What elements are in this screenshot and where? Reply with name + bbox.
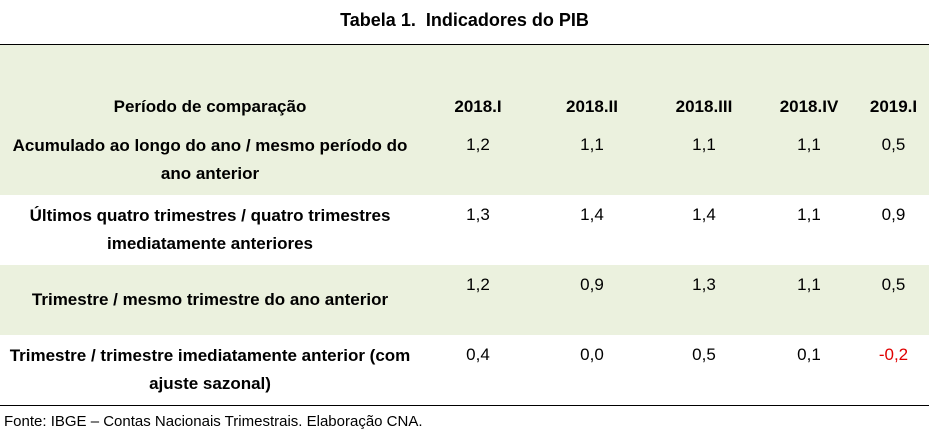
data-row: Trimestre / trimestre imediatamente ante… [0,335,929,405]
row-label: Trimestre / mesmo trimestre do ano anter… [31,290,389,309]
row-label: Últimos quatro trimestres / quatro trime… [29,206,391,253]
cell-value: 1,4 [580,205,604,224]
cell-value: 0,5 [692,345,716,364]
header-row: Período de comparação 2018.I 2018.II 2018.I… [0,88,929,125]
row-label: Acumulado ao longo do ano / mesmo períod… [12,136,408,183]
cell-value: 1,3 [692,275,716,294]
cell-value: 1,4 [692,205,716,224]
cell-value: 0,5 [881,135,906,154]
column-header: 2018.II [566,96,618,116]
cell-value: 1,1 [797,275,821,294]
data-row: Últimos quatro trimestres / quatro trime… [0,195,929,265]
cell-value: 0,9 [881,205,906,224]
table-title: Tabela 1. Indicadores do PIB [0,0,929,45]
cell-value: 1,1 [797,135,821,154]
column-header: 2019.I [869,96,918,116]
data-row: Trimestre / mesmo trimestre do ano anter… [0,265,929,335]
cell-value: 1,2 [466,275,490,294]
table: Período de comparação 2018.I 2018.II 2018.I… [0,45,929,406]
cell-value: 0,1 [797,345,821,364]
cell-value: 1,1 [797,205,821,224]
data-row: Acumulado ao longo do ano / mesmo períod… [0,125,929,195]
column-header: 2018.III [675,96,733,116]
cell-value: 1,3 [466,205,490,224]
table-body: Período de comparação 2018.I 2018.II 2018.I… [0,45,929,405]
cell-value: 0,4 [466,345,490,364]
cell-value: 0,5 [881,275,906,294]
source-note: Fonte: IBGE – Contas Nacionais Trimestra… [4,413,423,430]
cell-value: -0,2 [878,345,909,364]
cell-value: 1,1 [692,135,716,154]
column-header: Período de comparação [113,96,307,116]
spacer-row [0,45,929,88]
cell-value: 1,1 [580,135,604,154]
cell-value: 0,0 [580,345,604,364]
column-header: 2018.IV [779,96,839,116]
column-header: 2018.I [454,96,502,116]
cell-value: 1,2 [466,135,490,154]
cell-value: 0,9 [580,275,604,294]
row-label: Trimestre / trimestre imediatamente ante… [9,345,411,393]
